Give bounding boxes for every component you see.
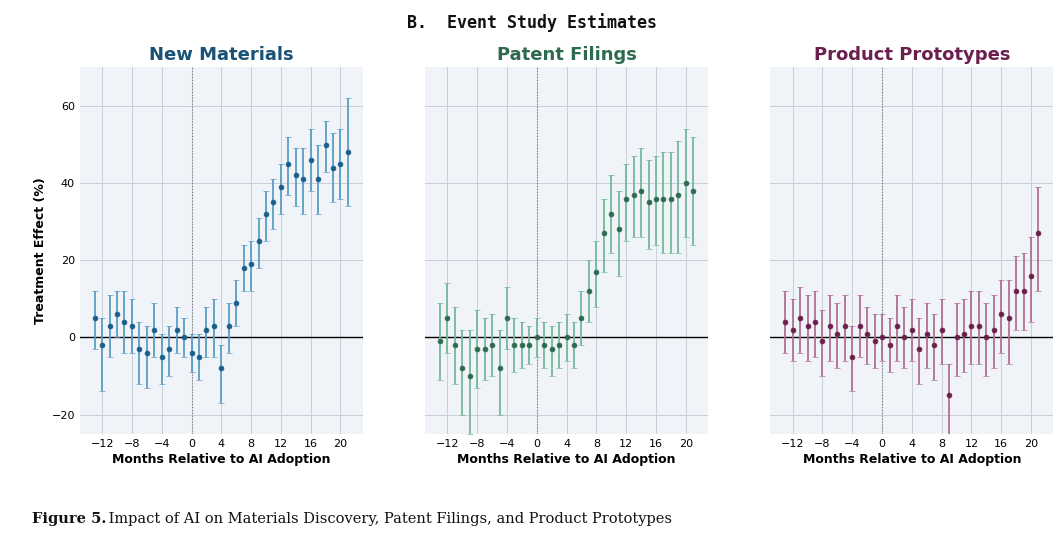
X-axis label: Months Relative to AI Adoption: Months Relative to AI Adoption bbox=[112, 453, 331, 466]
Text: Figure 5.: Figure 5. bbox=[32, 512, 106, 526]
X-axis label: Months Relative to AI Adoption: Months Relative to AI Adoption bbox=[802, 453, 1021, 466]
Text: Impact of AI on Materials Discovery, Patent Filings, and Product Prototypes: Impact of AI on Materials Discovery, Pat… bbox=[104, 512, 672, 526]
X-axis label: Months Relative to AI Adoption: Months Relative to AI Adoption bbox=[458, 453, 676, 466]
Title: New Materials: New Materials bbox=[149, 46, 294, 65]
Title: Patent Filings: Patent Filings bbox=[497, 46, 636, 65]
Text: B.  Event Study Estimates: B. Event Study Estimates bbox=[408, 13, 656, 32]
Title: Product Prototypes: Product Prototypes bbox=[814, 46, 1010, 65]
Y-axis label: Treatment Effect (%): Treatment Effect (%) bbox=[34, 177, 47, 324]
